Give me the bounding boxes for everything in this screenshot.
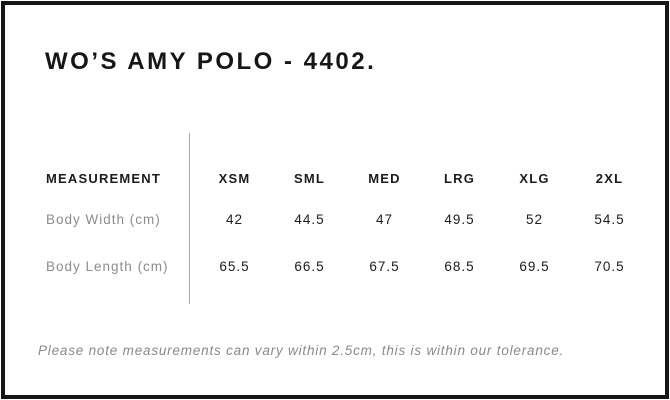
size-column-header-2xl: 2XL xyxy=(595,170,624,186)
product-title: WO’S AMY POLO - 4402. xyxy=(45,48,377,75)
size-value: 70.5 xyxy=(594,258,625,274)
size-value: 65.5 xyxy=(219,258,250,274)
table-row-body-length: Body Length (cm) 65.5 66.5 67.5 68.5 69.… xyxy=(43,252,647,280)
size-value: 44.5 xyxy=(294,211,325,227)
size-value: 52 xyxy=(525,211,544,227)
tolerance-note: Please note measurements can vary within… xyxy=(38,343,565,358)
size-column-header-xsm: XSM xyxy=(218,170,251,186)
size-value: 66.5 xyxy=(294,258,325,274)
size-value: 49.5 xyxy=(444,211,475,227)
column-divider-line xyxy=(189,133,190,304)
row-label: Body Length (cm) xyxy=(46,258,169,274)
size-value: 68.5 xyxy=(444,258,475,274)
size-value: 54.5 xyxy=(594,211,625,227)
size-chart-header-row: MEASUREMENT XSM SML MED LRG XLG 2XL xyxy=(43,164,647,192)
size-value: 42 xyxy=(225,211,244,227)
size-value: 47 xyxy=(375,211,394,227)
row-label: Body Width (cm) xyxy=(46,211,161,227)
size-column-header-med: MED xyxy=(368,170,401,186)
size-column-header-xlg: XLG xyxy=(519,170,550,186)
measurement-column-header: MEASUREMENT xyxy=(46,170,162,186)
size-column-header-lrg: LRG xyxy=(443,170,476,186)
size-column-header-sml: SML xyxy=(293,170,326,186)
table-row-body-width: Body Width (cm) 42 44.5 47 49.5 52 54.5 xyxy=(43,205,647,233)
size-value: 69.5 xyxy=(519,258,550,274)
size-value: 67.5 xyxy=(369,258,400,274)
